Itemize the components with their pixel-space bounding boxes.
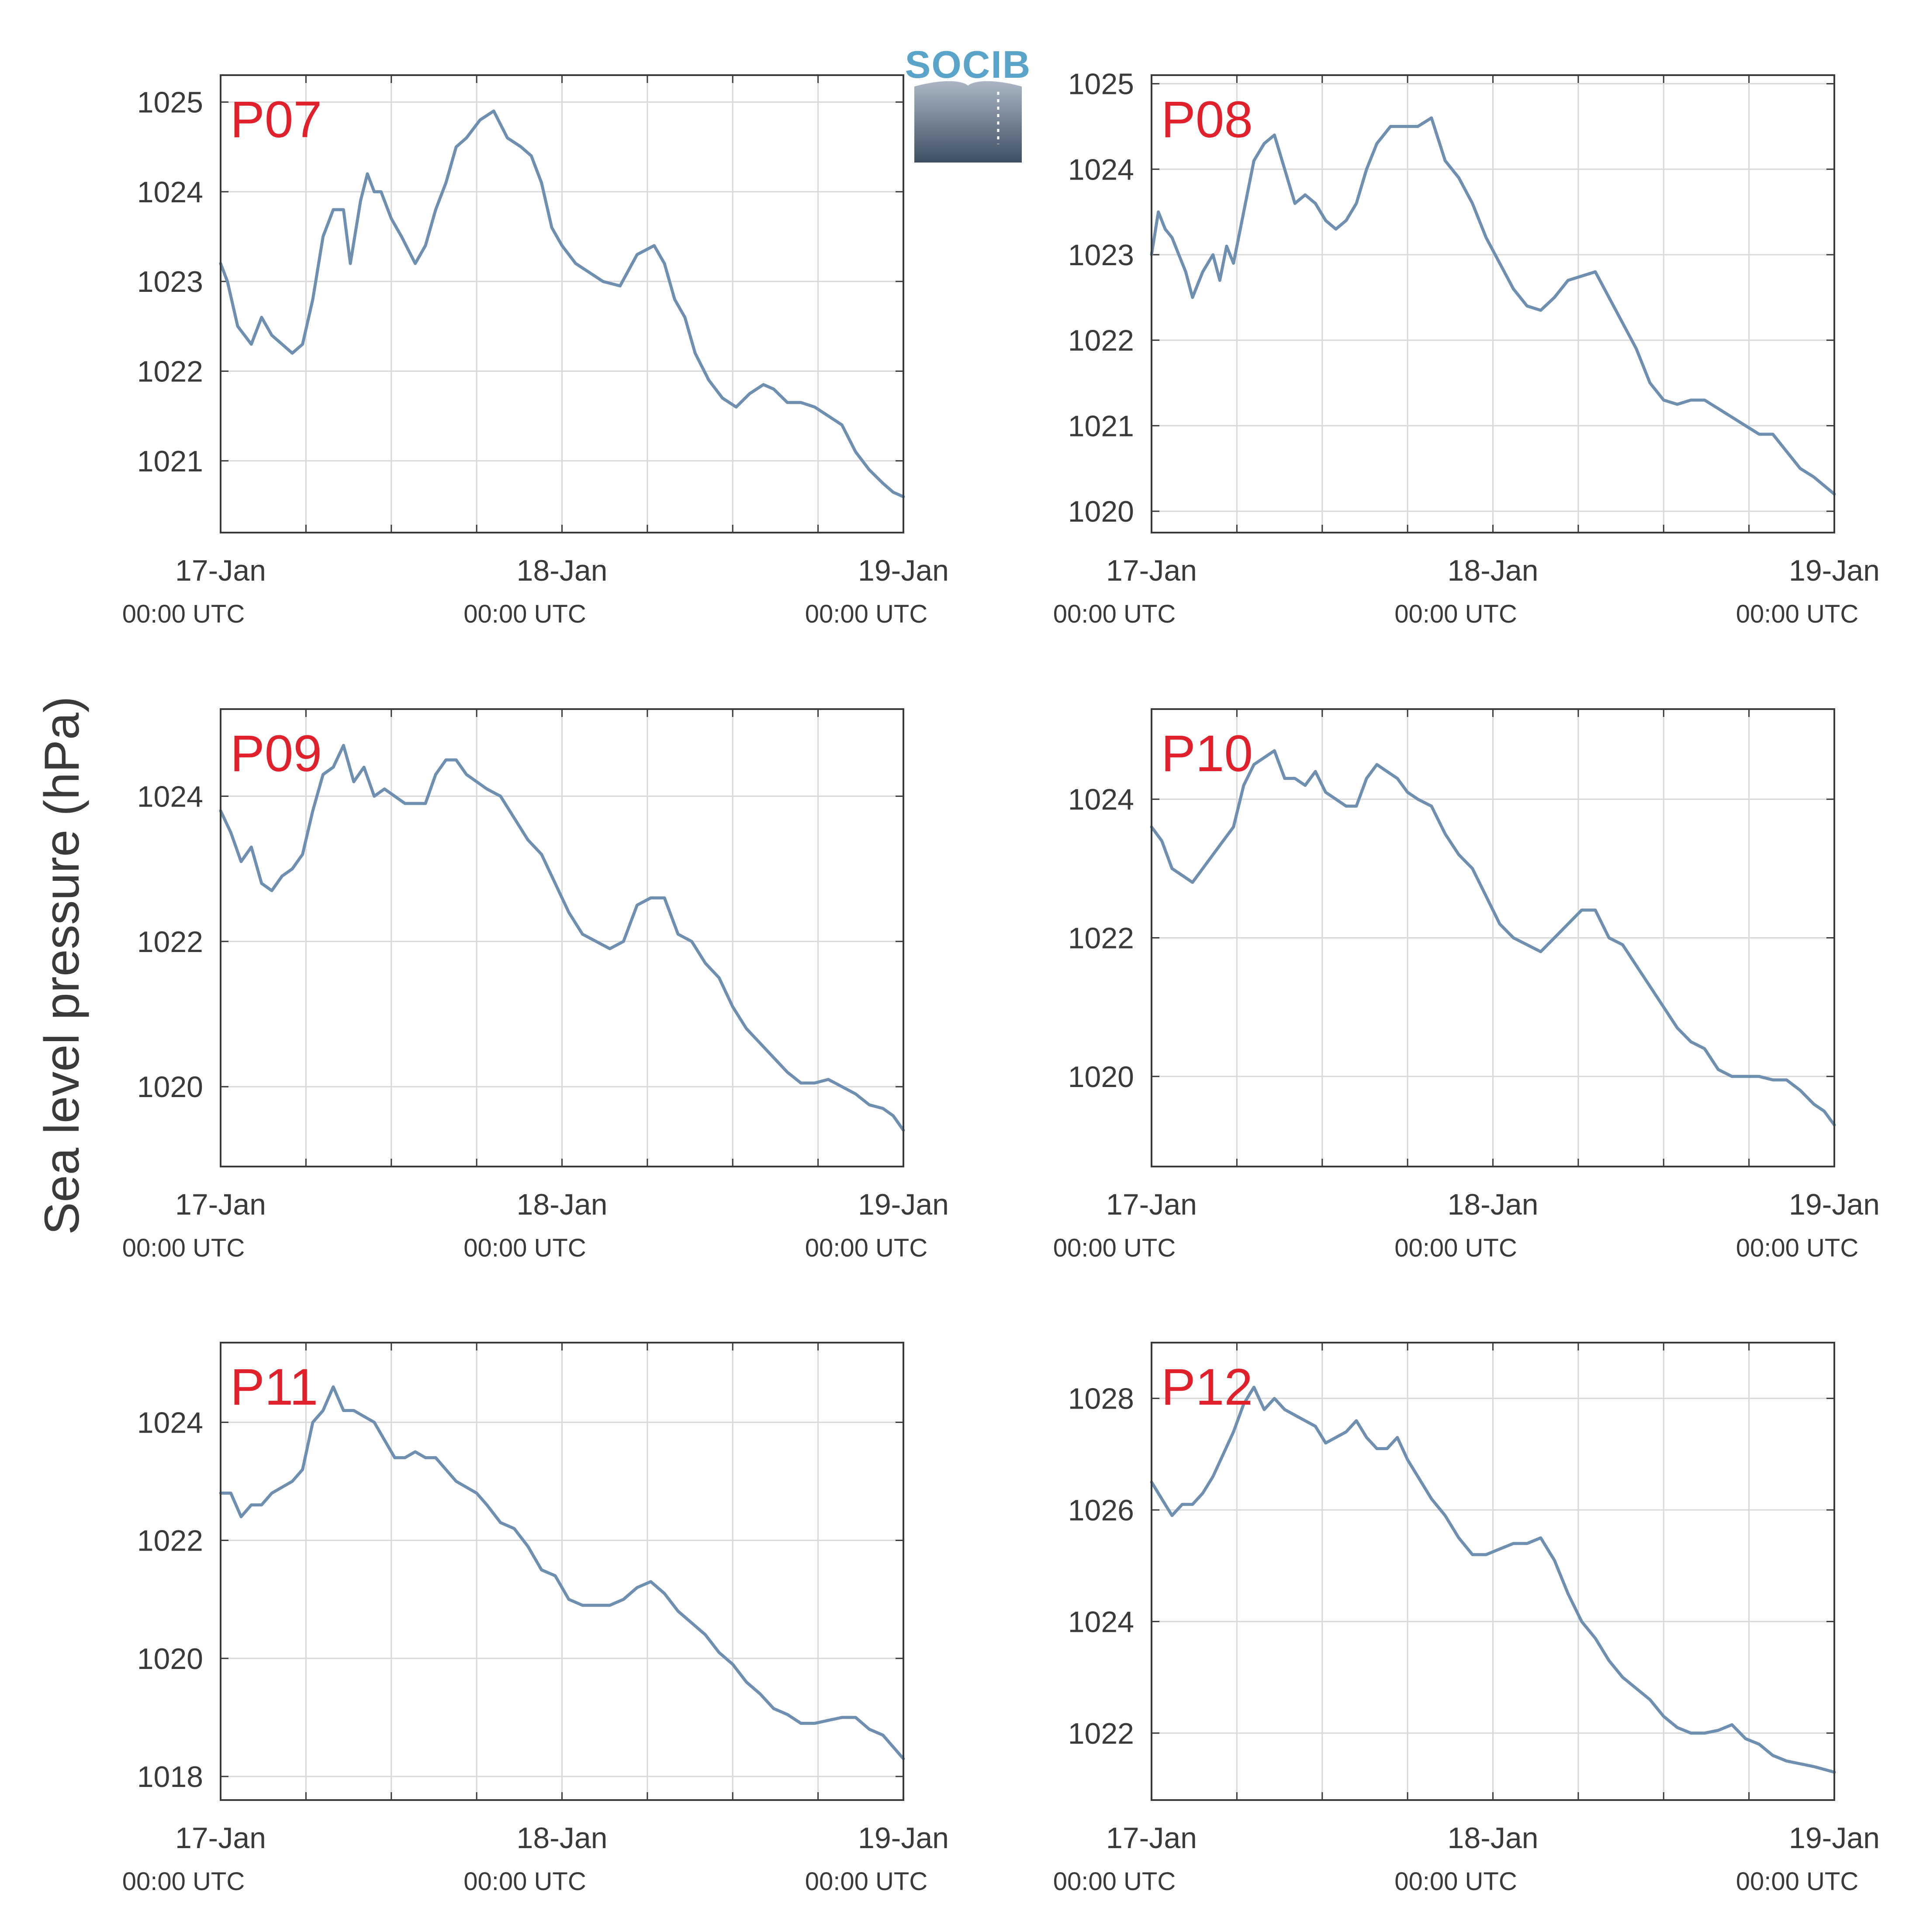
y-tick-label: 1022 xyxy=(1068,1717,1134,1750)
x-tick-label-time: 00:00 UTC xyxy=(1736,1234,1858,1262)
x-tick-label-date: 17-Jan xyxy=(1106,1188,1197,1221)
x-tick-label-time: 00:00 UTC xyxy=(463,1234,586,1262)
y-tick-label: 1022 xyxy=(1068,922,1134,955)
chart-panel-p12: 1022 1024 1026 1028 17-Jan 00:00 UTC 18-Jan 00:… xyxy=(1053,1342,1880,1896)
x-tick-label-date: 19-Jan xyxy=(858,1188,949,1221)
y-tick-label: 1020 xyxy=(1068,495,1134,528)
plot-frame xyxy=(220,708,904,1167)
y-tick-label: 1023 xyxy=(137,265,203,298)
x-tick-label-date: 17-Jan xyxy=(175,1188,266,1221)
socib-logo: SOCIB xyxy=(905,43,1031,163)
plot-frame xyxy=(220,74,904,533)
x-tick-label-date: 19-Jan xyxy=(858,554,949,587)
y-tick-label: 1025 xyxy=(1068,68,1134,101)
y-tick-label: 1021 xyxy=(137,445,203,478)
chart-panel-p10: 1020 1022 1024 17-Jan 00:00 UTC 18-Jan 00:00 U… xyxy=(1053,708,1880,1262)
socib-logo-text: SOCIB xyxy=(905,43,1031,86)
y-tick-label: 1024 xyxy=(137,780,203,813)
plot-frame xyxy=(220,1342,904,1801)
y-tick-label: 1024 xyxy=(137,176,203,209)
y-tick-label: 1024 xyxy=(1068,783,1134,816)
chart-panel-p07: 1021 1022 1023 1024 1025 17-Jan 00:00 UTC 18-Ja… xyxy=(122,74,949,628)
series-line xyxy=(219,109,905,499)
x-tick-label-date: 17-Jan xyxy=(1106,554,1197,587)
chart-panels: 1021 1022 1023 1024 1025 17-Jan 00:00 UTC 18-Ja… xyxy=(122,68,1880,1896)
x-tick-label-date: 18-Jan xyxy=(517,1188,608,1221)
panel-label: P08 xyxy=(1161,91,1253,149)
x-tick-label-time: 00:00 UTC xyxy=(1053,600,1176,628)
x-tick-label-time: 00:00 UTC xyxy=(1394,1867,1517,1896)
x-tick-label-time: 00:00 UTC xyxy=(463,600,586,628)
x-tick-label-time: 00:00 UTC xyxy=(805,1867,927,1896)
x-tick-label-time: 00:00 UTC xyxy=(122,1867,245,1896)
x-tick-label-date: 18-Jan xyxy=(1448,1188,1539,1221)
y-tick-label: 1024 xyxy=(1068,1605,1134,1638)
x-tick-label-date: 19-Jan xyxy=(1789,1188,1880,1221)
x-tick-label-date: 18-Jan xyxy=(517,554,608,587)
y-axis-label: Sea level pressure (hPa) xyxy=(35,696,89,1235)
y-tick-label: 1022 xyxy=(1068,324,1134,357)
x-tick-label-time: 00:00 UTC xyxy=(463,1867,586,1896)
x-tick-label-time: 00:00 UTC xyxy=(1394,1234,1517,1262)
chart-panel-p11: 1018 1020 1022 1024 17-Jan 00:00 UTC 18-Jan 00:… xyxy=(122,1342,949,1896)
y-tick-label: 1022 xyxy=(137,1524,203,1558)
chart-panel-p09: 1020 1022 1024 17-Jan 00:00 UTC 18-Jan 00:00 U… xyxy=(122,708,949,1262)
series-line xyxy=(1150,749,1836,1127)
y-tick-label: 1026 xyxy=(1068,1494,1134,1527)
panel-label: P12 xyxy=(1161,1358,1253,1416)
y-tick-label: 1024 xyxy=(1068,153,1134,186)
x-tick-label-date: 18-Jan xyxy=(1448,554,1539,587)
x-tick-label-date: 19-Jan xyxy=(1789,1821,1880,1855)
y-tick-label: 1020 xyxy=(1068,1060,1134,1094)
x-tick-label-time: 00:00 UTC xyxy=(1053,1867,1176,1896)
series-line xyxy=(1150,1385,1836,1774)
panel-label: P10 xyxy=(1161,725,1253,782)
y-tick-label: 1024 xyxy=(137,1406,203,1439)
x-tick-label-time: 00:00 UTC xyxy=(122,1234,245,1262)
x-tick-label-date: 18-Jan xyxy=(517,1821,608,1855)
y-tick-label: 1025 xyxy=(137,86,203,119)
socib-logo-wave xyxy=(914,81,1022,163)
x-tick-label-time: 00:00 UTC xyxy=(1053,1234,1176,1262)
x-tick-label-time: 00:00 UTC xyxy=(805,600,927,628)
x-tick-label-date: 19-Jan xyxy=(1789,554,1880,587)
y-tick-label: 1022 xyxy=(137,925,203,959)
y-tick-label: 1020 xyxy=(137,1070,203,1104)
chart-panel-p08: 1020 1021 1022 1023 1024 1025 17-Jan 00:00 UTC 1… xyxy=(1053,68,1880,628)
x-tick-label-date: 18-Jan xyxy=(1448,1821,1539,1855)
x-tick-label-date: 17-Jan xyxy=(175,554,266,587)
plot-frame xyxy=(1151,708,1835,1167)
series-line xyxy=(219,744,905,1132)
plot-frame xyxy=(1151,1342,1835,1801)
panel-label: P09 xyxy=(230,725,322,782)
x-tick-label-date: 17-Jan xyxy=(1106,1821,1197,1855)
panel-label: P11 xyxy=(230,1358,318,1416)
y-tick-label: 1021 xyxy=(1068,409,1134,443)
x-tick-label-date: 17-Jan xyxy=(175,1821,266,1855)
x-tick-label-time: 00:00 UTC xyxy=(805,1234,927,1262)
y-tick-label: 1022 xyxy=(137,355,203,388)
plot-frame xyxy=(1151,74,1835,533)
x-tick-label-time: 00:00 UTC xyxy=(1394,600,1517,628)
y-tick-label: 1018 xyxy=(137,1760,203,1794)
x-tick-label-time: 00:00 UTC xyxy=(1736,1867,1858,1896)
y-tick-label: 1020 xyxy=(137,1642,203,1676)
series-line xyxy=(1150,116,1836,496)
x-tick-label-date: 19-Jan xyxy=(858,1821,949,1855)
x-tick-label-time: 00:00 UTC xyxy=(1736,600,1858,628)
x-tick-label-time: 00:00 UTC xyxy=(122,600,245,628)
panel-label: P07 xyxy=(230,91,322,149)
series-line xyxy=(219,1385,905,1760)
y-tick-label: 1028 xyxy=(1068,1382,1134,1416)
y-tick-label: 1023 xyxy=(1068,239,1134,272)
